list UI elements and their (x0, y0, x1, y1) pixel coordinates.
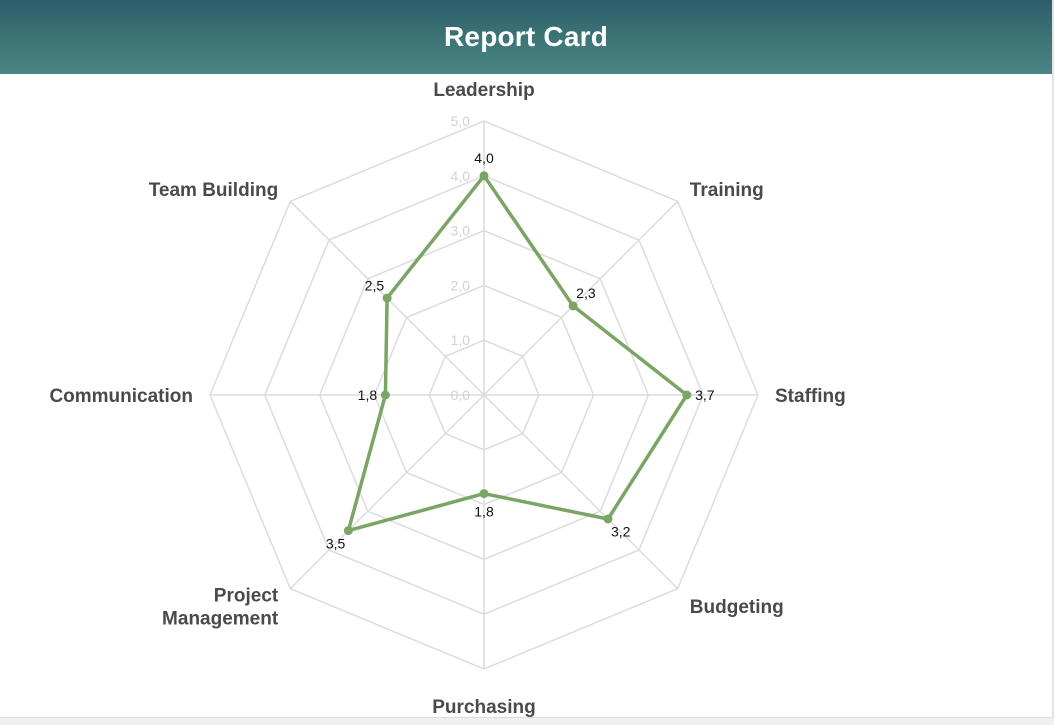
data-point-training (568, 301, 578, 311)
data-label: 4,0 (474, 150, 494, 166)
data-point-budgeting (603, 514, 613, 524)
data-point-leadership (479, 171, 489, 181)
data-label: 2,5 (365, 277, 385, 293)
axis-label-project-management: Project Management (162, 585, 279, 629)
grid-spoke (289, 394, 485, 590)
radial-tick-label: 2,0 (451, 277, 471, 293)
data-label: 2,3 (576, 285, 596, 301)
data-point-project-management (343, 526, 353, 536)
radial-tick-label: 3,0 (451, 223, 471, 239)
header-bar: Report Card (0, 0, 1052, 74)
data-label: 3,5 (326, 535, 346, 551)
axis-label-communication: Communication (49, 386, 193, 407)
data-label: 1,8 (358, 387, 378, 403)
axis-label-staffing: Staffing (775, 386, 846, 407)
window-bottom-border (0, 717, 1054, 725)
window-right-border (1052, 0, 1054, 724)
data-point-team-building (382, 293, 392, 303)
axis-label-leadership: Leadership (433, 80, 534, 101)
radial-tick-label: 5,0 (451, 113, 471, 129)
axis-label-purchasing: Purchasing (432, 697, 535, 718)
data-label: 3,2 (611, 524, 631, 540)
grid-spoke (483, 200, 679, 396)
data-point-communication (380, 390, 390, 400)
axis-label-training: Training (690, 180, 764, 201)
data-label: 1,8 (474, 504, 494, 520)
axis-label-budgeting: Budgeting (690, 597, 784, 618)
radial-tick-label: 1,0 (451, 332, 471, 348)
axis-label-team-building: Team Building (149, 180, 278, 201)
data-point-staffing (682, 390, 692, 400)
data-label: 3,7 (695, 387, 715, 403)
radial-tick-label: 4,0 (451, 168, 471, 184)
series-line (346, 174, 689, 533)
data-point-purchasing (479, 489, 489, 499)
grid-spoke (483, 394, 679, 590)
radial-tick-label: 0,0 (451, 387, 471, 403)
page-title: Report Card (444, 21, 608, 52)
